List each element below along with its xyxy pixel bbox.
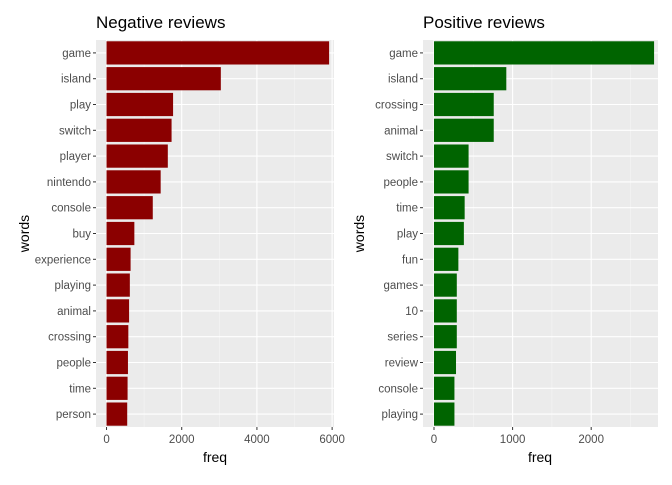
bar-games [434,273,457,297]
bar-animal [106,299,130,323]
chart-panel-2: game island crossing animal switch people time… [351,13,658,465]
x-axis-title: freq [528,449,552,465]
y-tick-label: animal [384,125,418,137]
y-axis-title: words [351,215,367,253]
bar-people [434,170,469,194]
y-tick-label: switch [59,125,91,137]
y-tick-label: time [69,383,91,395]
bar-play [106,92,174,117]
bar-animal [434,118,494,142]
y-tick-label: experience [35,254,91,266]
bar-10 [434,299,457,323]
bar-playing [434,402,455,426]
x-tick-label: 6000 [319,434,345,446]
bar-play [434,221,464,246]
y-tick-label: people [56,358,91,370]
y-tick-label: crossing [48,332,91,344]
y-tick-label: time [396,203,418,215]
y-tick-label: game [389,48,418,60]
bar-game [106,41,330,65]
bar-player [106,144,168,168]
y-tick-label: play [397,229,418,241]
bar-time [106,376,128,400]
bar-console [434,376,455,400]
bar-experience [106,247,131,271]
bar-person [106,402,128,426]
y-tick-label: 10 [405,306,418,318]
y-tick-label: nintendo [47,177,91,189]
y-tick-label: game [62,48,91,60]
y-tick-label: fun [402,254,418,266]
y-tick-label: console [51,203,91,215]
bar-crossing [106,325,129,349]
y-tick-label: buy [72,229,91,241]
y-tick-label: playing [382,409,418,421]
x-tick-label: 2000 [578,434,604,446]
bar-console [106,196,153,220]
bar-playing [106,273,130,297]
x-tick-label: 0 [431,434,437,446]
bar-nintendo [106,170,161,194]
y-tick-label: switch [386,151,418,163]
x-tick-label: 2000 [169,434,195,446]
bar-switch [106,118,172,142]
bar-game [434,41,655,65]
bar-switch [434,144,469,168]
bar-people [106,350,128,375]
y-tick-label: playing [55,280,91,292]
x-tick-label: 4000 [244,434,270,446]
y-tick-label: island [61,74,91,86]
y-tick-label: crossing [375,100,418,112]
y-tick-label: series [387,332,418,344]
y-tick-label: review [385,358,419,370]
y-axis-title: words [16,215,32,253]
bar-buy [106,221,135,246]
bar-time [434,196,465,220]
y-tick-label: games [383,280,418,292]
y-tick-label: island [388,74,418,86]
x-axis-title: freq [203,449,227,465]
chart-title: Negative reviews [96,13,225,32]
x-tick-label: 1000 [500,434,526,446]
y-tick-label: player [60,151,91,163]
y-tick-label: animal [57,306,91,318]
chart-panel-1: game island play switch player nintendo consol… [16,13,345,465]
bar-island [106,67,221,91]
bar-fun [434,247,459,271]
y-tick-label: people [383,177,418,189]
bar-review [434,350,457,375]
bar-series [434,325,457,349]
bar-crossing [434,92,494,117]
y-tick-label: console [378,383,418,395]
y-tick-label: play [70,100,91,112]
bar-island [434,67,507,91]
chart-title: Positive reviews [423,13,545,32]
y-tick-label: person [56,409,91,421]
x-tick-label: 0 [103,434,109,446]
